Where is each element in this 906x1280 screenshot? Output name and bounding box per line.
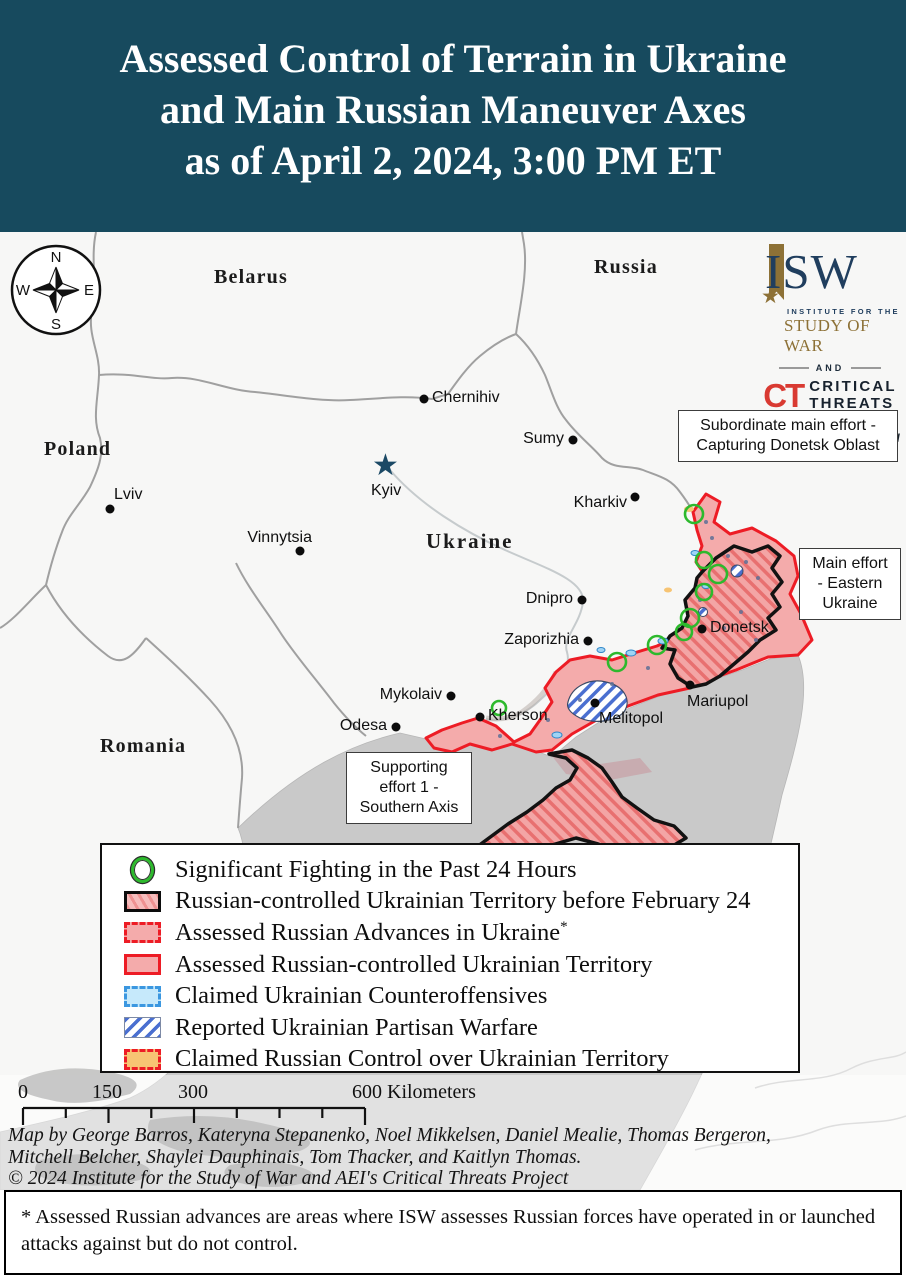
compass-e: E: [84, 282, 94, 299]
isw-institute-line: INSTITUTE FOR THE: [787, 307, 900, 316]
dnipro-river: [389, 469, 585, 721]
city-dot: [685, 680, 695, 690]
city-dot: [105, 504, 115, 514]
country-label-belarus: Belarus: [214, 266, 288, 288]
advances-swatch: [124, 922, 161, 944]
country-label-russia: Russia: [594, 256, 658, 278]
scale-label-600: 600 Kilometers: [352, 1081, 476, 1103]
page-title: Assessed Control of Terrain in Ukraine a…: [0, 0, 906, 186]
scale-bar: 0 150 300 600 Kilometers: [12, 1081, 512, 1131]
legend-row-claimed-control: Claimed Russian Control over Ukrainian T…: [124, 1044, 798, 1076]
legend-row-counteroffensives: Claimed Ukrainian Counteroffensives: [124, 980, 798, 1012]
city-dot: [583, 636, 593, 646]
city-dot: [446, 691, 456, 701]
scale-label-150: 150: [92, 1081, 122, 1103]
city-label: Zaporizhia: [504, 631, 579, 648]
city-label: Vinnytsia: [247, 529, 312, 546]
city-label: Odesa: [339, 717, 387, 734]
city-label: Chernihiv: [432, 389, 500, 406]
counteroffensive-swatch: [124, 985, 161, 1007]
ct-monogram: CT: [763, 376, 805, 414]
callout-supporting-effort: Supporting effort 1 - Southern Axis: [346, 752, 472, 824]
map-canvas: N E S W ISW ★ INSTITUTE FOR THE STUDY OF…: [0, 232, 906, 1190]
compass-s: S: [51, 316, 61, 333]
city-label: Mariupol: [687, 693, 749, 710]
title-line-1: Assessed Control of Terrain in Ukraine: [119, 36, 787, 81]
city-label: Melitopol: [599, 710, 664, 727]
legend-row-fighting: Significant Fighting in the Past 24 Hour…: [124, 854, 798, 886]
map-credits: Map by George Barros, Kateryna Stepanenk…: [8, 1125, 892, 1190]
partisan-blob-small: [730, 564, 744, 578]
city-dot: [577, 595, 587, 605]
city-label: Kherson: [488, 707, 548, 724]
isw-logo-row: ISW ★: [760, 244, 900, 308]
partisan-blob-small: [698, 607, 708, 617]
city-dot: [391, 722, 401, 732]
critical-label: CRITICAL: [809, 378, 897, 395]
city-label: Dnipro: [525, 590, 573, 607]
divider-line: [778, 367, 809, 369]
divider-line: [851, 367, 882, 369]
callout-main-effort: Main effort - Eastern Ukraine: [799, 548, 901, 620]
prefeb24-swatch: [124, 890, 161, 912]
credits-line-2: Mitchell Belcher, Shaylei Dauphinais, To…: [8, 1146, 582, 1168]
kyiv-capital-star-icon: ★: [372, 449, 399, 482]
header-banner: Assessed Control of Terrain in Ukraine a…: [0, 0, 906, 232]
and-label: AND: [815, 363, 845, 373]
country-label-romania: Romania: [100, 735, 187, 757]
controlled-swatch: [124, 954, 161, 976]
city-label: Lviv: [114, 486, 143, 503]
isw-study-of-war: STUDY OF WAR: [784, 316, 871, 355]
compass-n: N: [51, 249, 62, 266]
city-dot: [295, 546, 305, 556]
claimed-control-swatch: [124, 1048, 161, 1070]
asterisk-marker: *: [560, 918, 568, 935]
callout-subordinate-main-effort: Subordinate main effort - Capturing Done…: [678, 410, 898, 462]
city-label: Mykolaiv: [379, 686, 442, 703]
scale-label-300: 300: [178, 1081, 208, 1103]
footnote-text: * Assessed Russian advances are areas wh…: [21, 1206, 876, 1255]
city-dot: [419, 394, 429, 404]
compass-rose: N E S W: [10, 244, 102, 336]
legend-row-partisan: Reported Ukrainian Partisan Warfare: [124, 1012, 798, 1044]
city-dot: [630, 492, 640, 502]
title-line-2: and Main Russian Maneuver Axes: [159, 87, 746, 132]
fighting-circle-swatch: [131, 856, 154, 883]
city-dot: [590, 698, 600, 708]
footnote-box: * Assessed Russian advances are areas wh…: [4, 1190, 902, 1275]
city-dot: [697, 624, 707, 634]
legend-row-controlled: Assessed Russian-controlled Ukrainian Te…: [124, 949, 798, 981]
country-label-poland: Poland: [44, 438, 112, 460]
credits-line-1: Map by George Barros, Kateryna Stepanenk…: [8, 1125, 771, 1146]
legend-row-advances: Assessed Russian Advances in Ukraine*: [124, 917, 798, 949]
compass-w: W: [16, 282, 31, 299]
threats-label: THREATS: [809, 394, 895, 412]
map-legend: Significant Fighting in the Past 24 Hour…: [100, 843, 800, 1073]
faint-far-borders: [694, 1051, 906, 1151]
isw-wordmark: ISW: [765, 244, 858, 299]
country-label-ukraine: Ukraine: [426, 529, 514, 553]
isw-ribbon-icon: [769, 244, 784, 300]
city-dot: [568, 435, 578, 445]
distant-landmasses: [18, 1068, 314, 1187]
fighting-circles: [490, 503, 729, 717]
city-label: Donetsk: [710, 619, 769, 636]
prefeb24-crimea-area: [456, 748, 688, 870]
city-label-kyiv: Kyiv: [371, 482, 402, 499]
unit-specks: [498, 520, 760, 738]
city-label: Sumy: [523, 430, 564, 447]
city-label: Kharkiv: [573, 494, 627, 511]
city-dot: [475, 712, 485, 722]
and-divider: AND: [760, 363, 900, 373]
title-line-3: as of April 2, 2024, 3:00 PM ET: [184, 138, 722, 183]
critical-threats-logo: CT CRITICAL THREATS: [760, 376, 900, 414]
copyright-line: © 2024 Institute for the Study of War an…: [8, 1168, 569, 1189]
isw-star-icon: ★: [761, 284, 780, 308]
scale-label-0: 0: [18, 1081, 28, 1103]
partisan-swatch: [124, 1017, 161, 1039]
legend-row-prefeb24: Russian-controlled Ukrainian Territory b…: [124, 886, 798, 918]
scale-bar-ticks: [21, 1106, 367, 1125]
